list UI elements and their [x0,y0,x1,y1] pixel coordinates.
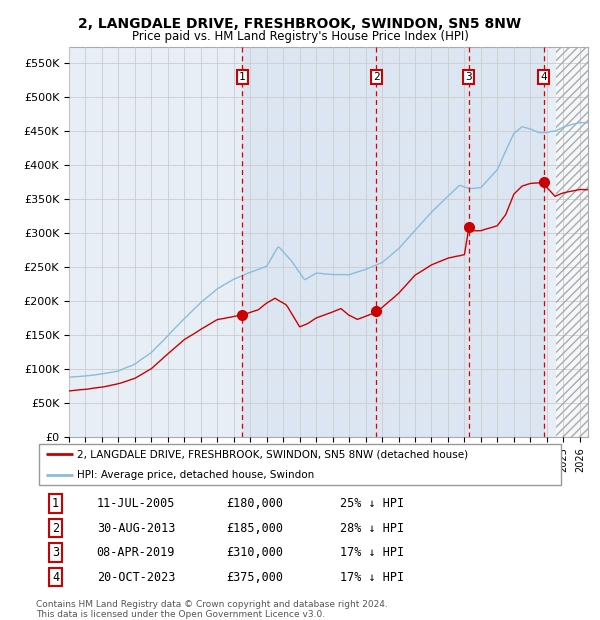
Text: 17% ↓ HPI: 17% ↓ HPI [340,570,404,583]
Text: Contains HM Land Registry data © Crown copyright and database right 2024.
This d: Contains HM Land Registry data © Crown c… [36,600,388,619]
Text: 25% ↓ HPI: 25% ↓ HPI [340,497,404,510]
Text: 30-AUG-2013: 30-AUG-2013 [97,521,175,534]
Text: 11-JUL-2005: 11-JUL-2005 [97,497,175,510]
Text: £180,000: £180,000 [226,497,283,510]
Text: 1: 1 [52,497,59,510]
Text: Price paid vs. HM Land Registry's House Price Index (HPI): Price paid vs. HM Land Registry's House … [131,30,469,43]
Bar [242,46,544,437]
Text: 2: 2 [52,521,59,534]
Text: HPI: Average price, detached house, Swindon: HPI: Average price, detached house, Swin… [77,469,314,480]
Text: 2, LANGDALE DRIVE, FRESHBROOK, SWINDON, SN5 8NW: 2, LANGDALE DRIVE, FRESHBROOK, SWINDON, … [79,17,521,32]
Bar [556,46,588,437]
FancyBboxPatch shape [38,444,562,485]
Bar [556,46,588,437]
Text: 17% ↓ HPI: 17% ↓ HPI [340,546,404,559]
Text: £185,000: £185,000 [226,521,283,534]
Text: £310,000: £310,000 [226,546,283,559]
Text: 3: 3 [52,546,59,559]
Text: 1: 1 [239,72,246,82]
Text: 08-APR-2019: 08-APR-2019 [97,546,175,559]
Text: 2: 2 [373,72,380,82]
Text: 3: 3 [466,72,472,82]
Text: 4: 4 [540,72,547,82]
Text: 4: 4 [52,570,59,583]
Text: 28% ↓ HPI: 28% ↓ HPI [340,521,404,534]
Text: 2, LANGDALE DRIVE, FRESHBROOK, SWINDON, SN5 8NW (detached house): 2, LANGDALE DRIVE, FRESHBROOK, SWINDON, … [77,449,469,459]
Text: £375,000: £375,000 [226,570,283,583]
Text: 20-OCT-2023: 20-OCT-2023 [97,570,175,583]
